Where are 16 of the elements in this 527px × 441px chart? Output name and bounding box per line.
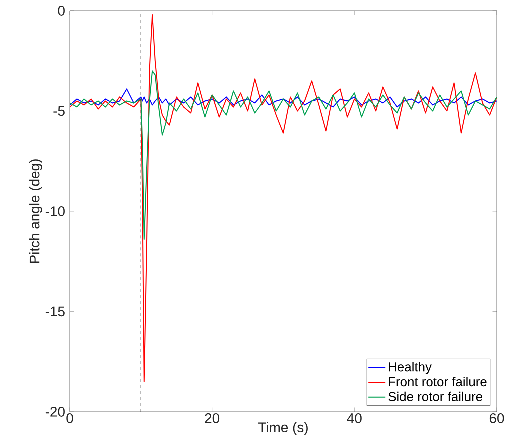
y-tick-label: -20: [46, 407, 65, 417]
x-tick-label: 40: [347, 414, 362, 424]
line-series: [70, 70, 497, 240]
x-tick-label: 20: [205, 414, 220, 424]
y-tick-label: -5: [54, 106, 65, 116]
legend-label: Side rotor failure: [388, 392, 482, 402]
legend-label: Healthy: [389, 362, 432, 374]
line-series: [70, 88, 497, 108]
y-tick-label: -10: [46, 206, 65, 216]
y-tick-label: 0: [58, 6, 65, 16]
x-tick-label: 0: [66, 414, 74, 424]
x-tick-label: 60: [490, 414, 504, 424]
x-axis-title: Time (s): [258, 422, 308, 436]
legend-label: Front rotor failure: [389, 377, 487, 387]
y-axis-title: Pitch angle (deg): [29, 160, 42, 264]
y-tick-label: -15: [46, 306, 65, 317]
